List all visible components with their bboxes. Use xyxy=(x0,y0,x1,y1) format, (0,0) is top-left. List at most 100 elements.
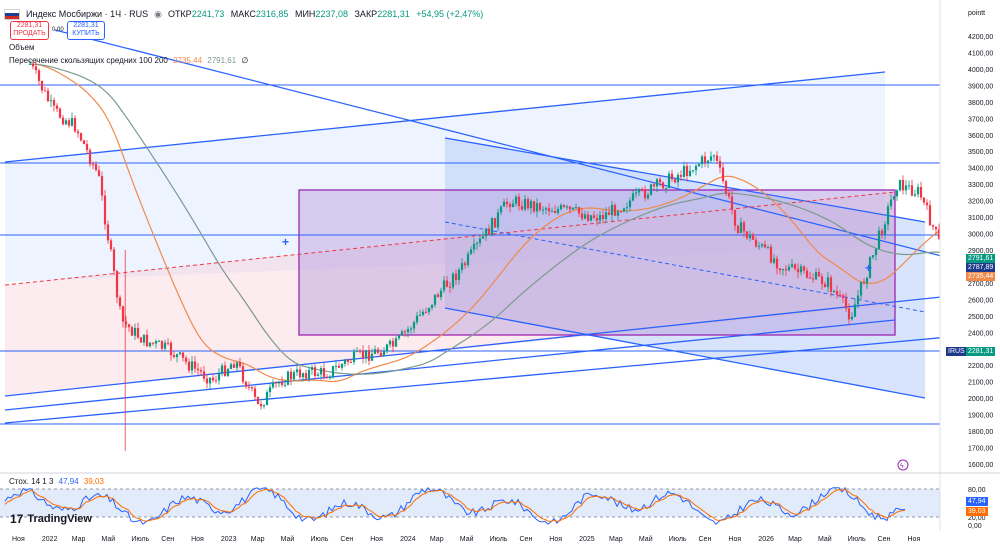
time-axis-bg[interactable] xyxy=(0,531,940,547)
candle-body xyxy=(388,340,392,345)
time-tick-label: Ноя xyxy=(191,536,204,543)
candle-body xyxy=(385,344,389,352)
ma-cross-legend[interactable]: Пересечение скользящих средних 100 200 2… xyxy=(9,56,249,65)
candle-body xyxy=(277,382,281,384)
stoch-legend[interactable]: Стох. 14 1 3 47,94 39,03 xyxy=(9,477,104,486)
eye-icon[interactable]: ◉ xyxy=(154,8,162,19)
candle-body xyxy=(676,174,680,183)
candle-body xyxy=(742,222,746,232)
sell-button[interactable]: 2281,31 ПРОДАТЬ xyxy=(10,21,49,40)
time-axis[interactable]: Ноя 2022 Мар Май Июль Сен Ноя 2023 Мар Май Июль Сен… xyxy=(12,535,920,543)
candle-body xyxy=(406,329,410,333)
candle-body xyxy=(469,249,473,254)
candle-body xyxy=(901,179,905,191)
candle-body xyxy=(556,209,560,213)
candle-body xyxy=(895,190,899,197)
candle-body xyxy=(418,314,422,316)
candle-body xyxy=(823,284,827,288)
volume-legend[interactable]: Объем xyxy=(9,43,35,52)
candle-body xyxy=(139,337,143,343)
candle-body xyxy=(97,170,101,177)
candle-body xyxy=(568,206,572,210)
candle-body xyxy=(109,240,113,250)
candle-body xyxy=(796,268,800,273)
time-tick-label: Май xyxy=(281,535,295,543)
candle-body xyxy=(142,334,146,343)
candle-body xyxy=(37,70,41,81)
price-axis[interactable]: 4200,00 4100,00 4000,00 3900,00 3800,00 3700,… xyxy=(968,34,993,469)
price-tick-label: 4100,00 xyxy=(968,50,993,57)
candle-body xyxy=(166,342,170,344)
candle-body xyxy=(421,311,425,315)
candle-body xyxy=(250,387,254,389)
candle-body xyxy=(766,246,770,248)
candle-body xyxy=(799,266,803,273)
falling-channel-fill xyxy=(445,138,925,398)
candle-body xyxy=(514,196,518,204)
candle-body xyxy=(115,271,119,298)
candle-body xyxy=(814,271,818,280)
candle-body xyxy=(889,199,893,207)
buy-button[interactable]: 2281,31 КУПИТЬ xyxy=(67,21,105,40)
candle-body xyxy=(922,197,926,203)
price-tick-label: 4000,00 xyxy=(968,67,993,74)
price-tick-label: 2700,00 xyxy=(968,281,993,288)
drawing-anchor-left: + xyxy=(282,235,289,249)
candle-body xyxy=(256,396,260,405)
candle-body xyxy=(850,316,854,320)
candle-body xyxy=(646,194,650,199)
replay-icon[interactable] xyxy=(897,459,909,471)
time-tick-label: Июль xyxy=(848,536,866,543)
trend-rising-upper xyxy=(4,71,886,163)
candle-body xyxy=(487,228,491,235)
candle-body xyxy=(343,360,347,364)
candle-body xyxy=(130,327,134,336)
trend-rising-lower-3 xyxy=(4,319,896,411)
candle-body xyxy=(934,226,938,230)
symbol-title[interactable]: Индекс Мосбиржи · 1Ч · RUS xyxy=(26,9,149,19)
price-tick-label: 2000,00 xyxy=(968,396,993,403)
time-tick-label: Сен xyxy=(340,536,353,543)
candle-body xyxy=(643,189,647,199)
candle-body xyxy=(247,386,251,388)
trend-falling-upper xyxy=(444,137,926,223)
candle-body xyxy=(784,269,788,271)
candle-body xyxy=(886,206,890,225)
candle-body xyxy=(442,280,446,291)
tradingview-logo[interactable]: 17 TradingView xyxy=(10,512,92,526)
candle-body xyxy=(367,350,371,361)
candle-body xyxy=(670,173,674,180)
candle-body xyxy=(298,369,302,378)
candle-body xyxy=(727,193,731,197)
candle-body xyxy=(136,327,140,338)
candle-body xyxy=(592,215,596,218)
candle-body xyxy=(232,364,236,368)
candle-body xyxy=(424,311,428,313)
candle-body xyxy=(649,184,653,195)
range-box xyxy=(298,189,896,336)
candle-body xyxy=(457,269,461,280)
candle-body xyxy=(757,245,761,247)
candle-body xyxy=(805,270,809,278)
candle-body xyxy=(679,174,683,177)
candle-body xyxy=(178,352,182,355)
candle-body xyxy=(337,365,341,368)
change-value: +54,95 (+2,47%) xyxy=(416,9,484,19)
ma200-line xyxy=(29,63,940,375)
price-tick-label: 3500,00 xyxy=(968,149,993,156)
stoch-axis[interactable]: 80,00 20,000,00 xyxy=(968,487,986,530)
candle-body xyxy=(862,281,866,284)
candle-body xyxy=(589,215,593,221)
candle-body xyxy=(688,170,692,176)
candle-body xyxy=(172,355,176,358)
tradingview-icon: 17 xyxy=(10,512,24,526)
candle-body xyxy=(412,322,416,329)
candle-body xyxy=(697,164,701,167)
candle-body xyxy=(652,184,656,187)
time-tick-label: 2022 xyxy=(42,536,58,543)
candle-body xyxy=(205,378,209,384)
candle-body xyxy=(586,214,590,221)
ma-mid-price-tag: 2787,89 xyxy=(966,263,996,272)
candle-body xyxy=(223,365,227,376)
